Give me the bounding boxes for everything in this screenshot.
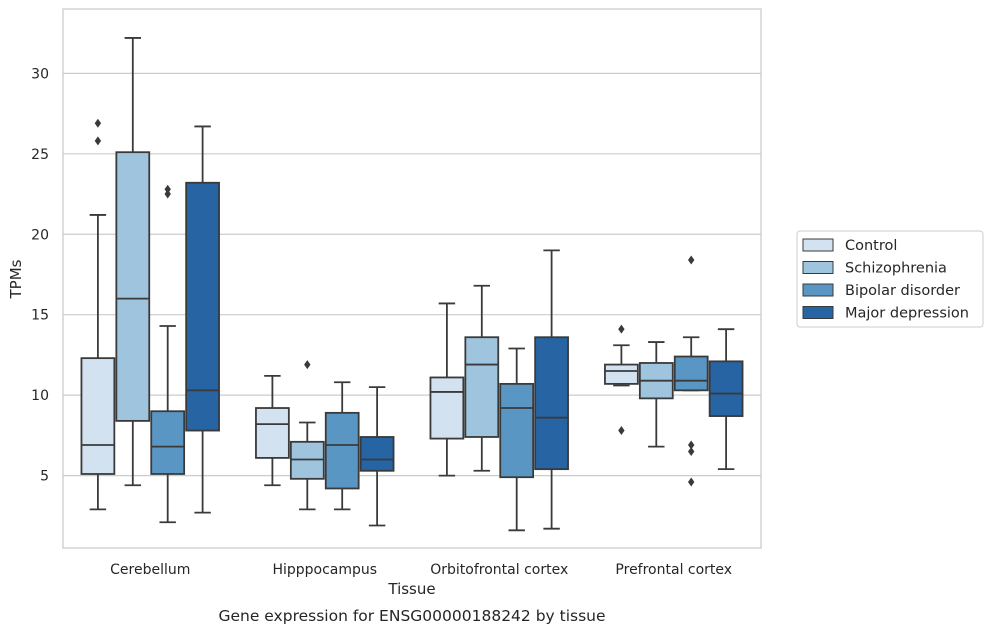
- box-control: [429, 302, 465, 477]
- box-iqr: [150, 410, 186, 475]
- grid-lines: [63, 72, 761, 477]
- figure-caption: Gene expression for ENSG00000188242 by t…: [218, 607, 605, 625]
- y-tick-label: 15: [31, 308, 49, 324]
- box-schizophrenia: [289, 360, 325, 511]
- y-tick-labels: 5 10 15 20 25 30: [31, 66, 49, 484]
- box-iqr: [464, 336, 500, 438]
- box-iqr: [359, 436, 395, 472]
- outlier-point: [618, 426, 625, 436]
- box-series: [80, 37, 744, 532]
- box-iqr: [324, 411, 360, 490]
- box-bipolar-disorder: [499, 347, 535, 532]
- x-tick-labels: Cerebellum Hipppocampus Orbitofrontal cort…: [110, 562, 732, 578]
- legend-label: Major depression: [845, 306, 969, 322]
- y-tick-label: 10: [31, 388, 49, 404]
- box-major-depression: [359, 386, 395, 527]
- box-bipolar-disorder: [150, 184, 186, 524]
- box-major-depression: [708, 328, 744, 471]
- box-schizophrenia: [638, 341, 674, 448]
- box-schizophrenia: [115, 37, 151, 487]
- outlier-point: [304, 360, 311, 370]
- box-control: [604, 324, 639, 436]
- legend: Control Schizophrenia Bipolar disorder Majo…: [796, 230, 984, 328]
- outlier-point: [688, 477, 695, 487]
- y-tick-label: 20: [31, 227, 49, 243]
- box-iqr: [80, 357, 116, 475]
- legend-label: Bipolar disorder: [845, 283, 960, 299]
- x-tick-label: Orbitofrontal cortex: [430, 562, 568, 578]
- legend-swatch: [802, 306, 834, 319]
- box-iqr: [255, 407, 290, 459]
- outlier-point: [688, 446, 695, 456]
- y-tick-label: 25: [31, 147, 49, 163]
- box-iqr: [185, 181, 220, 432]
- outlier-point: [94, 118, 102, 128]
- box-iqr: [708, 360, 744, 417]
- box-iqr: [534, 336, 569, 471]
- legend-label: Schizophrenia: [845, 261, 947, 277]
- box-bipolar-disorder: [324, 381, 360, 511]
- y-tick-label: 5: [40, 469, 49, 485]
- box-iqr: [499, 382, 535, 479]
- x-tick-label: Cerebellum: [110, 562, 190, 578]
- outlier-point: [164, 189, 171, 199]
- outlier-point: [688, 255, 695, 265]
- box-iqr: [673, 355, 709, 392]
- legend-swatch: [802, 238, 834, 252]
- legend-swatch: [802, 283, 834, 297]
- box-major-depression: [185, 125, 220, 514]
- legend-label: Control: [845, 238, 897, 254]
- box-iqr: [604, 363, 639, 385]
- box-iqr: [429, 376, 465, 440]
- outlier-point: [688, 440, 695, 450]
- box-schizophrenia: [464, 284, 500, 472]
- x-tick-label: Hipppocampus: [272, 562, 377, 578]
- box-control: [80, 214, 116, 511]
- outlier-point: [94, 136, 102, 146]
- outlier-point: [618, 324, 625, 334]
- y-tick-label: 30: [31, 66, 49, 82]
- outlier-point: [164, 184, 171, 194]
- x-axis-label: Tissue: [387, 580, 435, 598]
- legend-swatch: [802, 261, 834, 274]
- box-control: [255, 374, 290, 487]
- x-tick-label: Prefrontal cortex: [615, 562, 732, 578]
- box-iqr: [115, 151, 151, 422]
- y-axis-label: TPMs: [7, 259, 25, 299]
- box-bipolar-disorder: [673, 255, 709, 487]
- legend-frame: [796, 230, 984, 328]
- plot-frame: [62, 8, 762, 549]
- box-major-depression: [534, 249, 569, 530]
